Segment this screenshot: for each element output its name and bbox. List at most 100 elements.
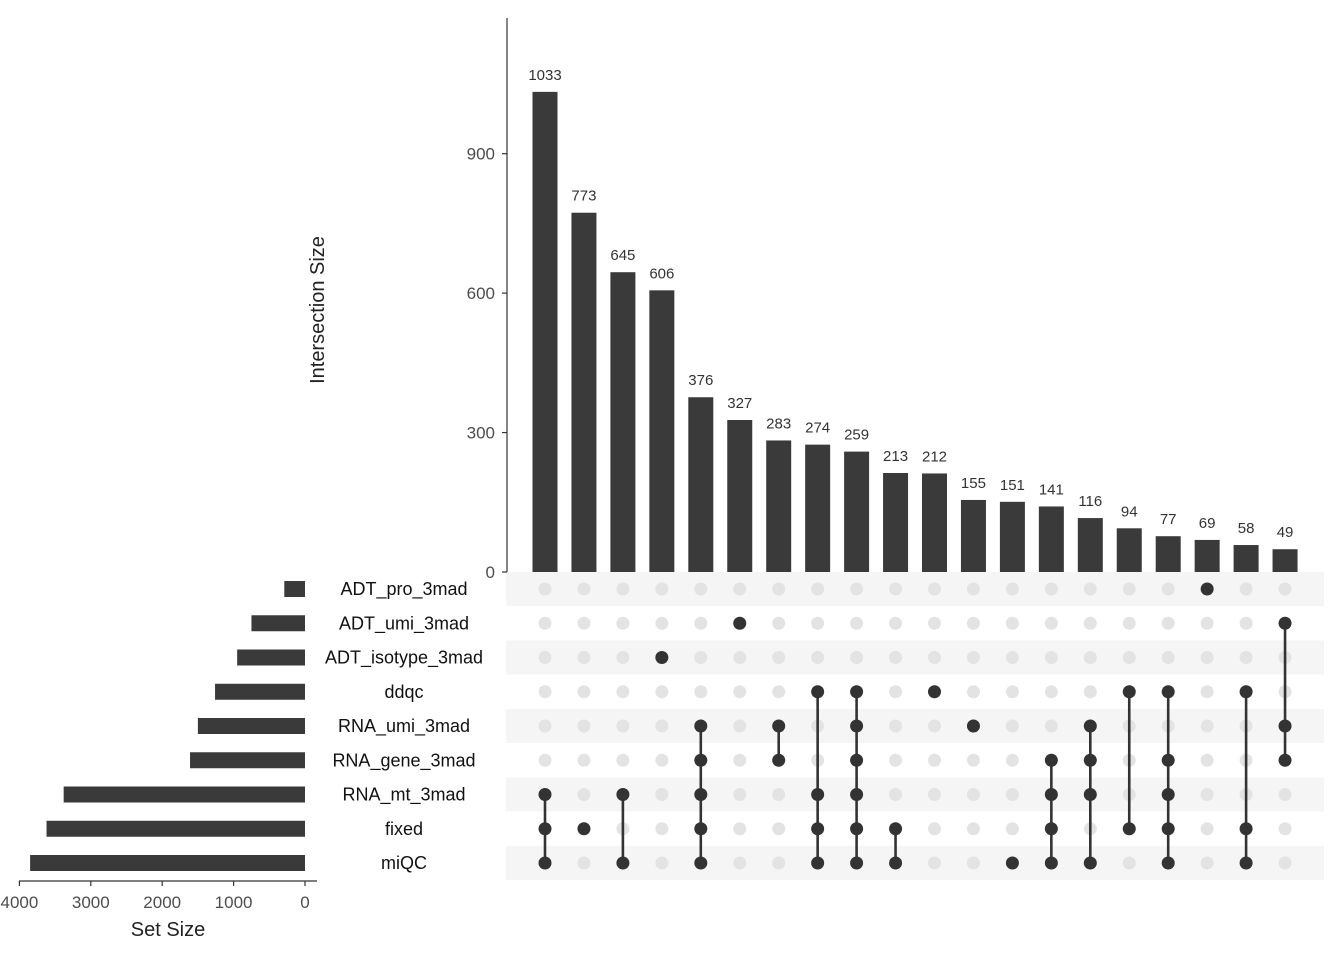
matrix-dot-empty — [1083, 651, 1097, 664]
matrix-dot-filled — [1044, 856, 1058, 870]
matrix-dot-empty — [1200, 788, 1214, 801]
matrix-dot-filled — [1044, 822, 1058, 836]
matrix-dot-empty — [1122, 616, 1136, 630]
intersection-axis-tick-label: 0 — [486, 563, 495, 582]
matrix-dot-empty — [1239, 616, 1253, 630]
matrix-dot-empty — [733, 685, 747, 699]
intersection-bar — [844, 451, 870, 572]
set-size-axis-tick-label: 1000 — [215, 893, 253, 912]
matrix-dot-empty — [966, 651, 980, 664]
matrix-dot-filled — [694, 856, 708, 870]
matrix-dot-empty — [1005, 582, 1019, 596]
intersection-bar — [960, 499, 986, 572]
matrix-dot-empty — [538, 582, 552, 596]
matrix-dot-filled — [655, 651, 669, 664]
set-name-label: ADT_pro_3mad — [340, 579, 467, 600]
intersection-bar — [883, 472, 909, 572]
matrix-dot-filled — [1122, 685, 1136, 699]
matrix-dot-filled — [1161, 685, 1175, 699]
matrix-dot-empty — [1005, 616, 1019, 630]
matrix-dot-empty — [655, 719, 669, 733]
matrix-dot-empty — [1200, 856, 1214, 870]
matrix-dot-filled — [1161, 856, 1175, 870]
matrix-dot-filled — [694, 753, 708, 767]
matrix-stripe — [506, 709, 1324, 743]
intersection-bar-labels: 1033 773 645 606 376 327 283 274 259 213 212 155 151… — [528, 67, 1293, 541]
matrix-dot-empty — [1005, 651, 1019, 664]
matrix-dot-empty — [616, 753, 630, 767]
set-size-axis-ticks: 4000 3000 2000 1000 0 — [0, 881, 310, 912]
matrix-dot-filled — [811, 856, 825, 870]
matrix-dot-empty — [1161, 651, 1175, 664]
matrix-dot-empty — [928, 856, 941, 870]
matrix-dot-empty — [1005, 788, 1019, 801]
matrix-dot-filled — [811, 685, 825, 699]
matrix-dot-filled — [616, 788, 630, 801]
matrix-dot-empty — [733, 788, 747, 801]
matrix-dot-empty — [772, 651, 786, 664]
intersection-matrix — [538, 582, 1292, 870]
matrix-dot-filled — [889, 856, 903, 870]
matrix-dot-empty — [1083, 582, 1097, 596]
matrix-dot-empty — [1278, 582, 1292, 596]
matrix-dot-filled — [538, 788, 552, 801]
matrix-dot-filled — [1122, 822, 1136, 836]
set-name-label: fixed — [385, 819, 423, 839]
intersection-bar-label: 259 — [844, 427, 869, 444]
matrix-dot-empty — [850, 616, 864, 630]
set-size-bar — [237, 649, 305, 666]
matrix-dot-filled — [1161, 753, 1175, 767]
matrix-dot-empty — [772, 788, 786, 801]
matrix-dot-empty — [1044, 651, 1058, 664]
matrix-dot-filled — [733, 616, 747, 630]
matrix-dot-empty — [1278, 856, 1292, 870]
intersection-axis-title: Intersection Size — [307, 236, 329, 384]
set-size-axis-tick-label: 3000 — [72, 893, 110, 912]
matrix-dot-empty — [616, 719, 630, 733]
matrix-dot-filled — [616, 856, 630, 870]
intersection-bar — [727, 420, 753, 572]
matrix-dot-empty — [733, 753, 747, 767]
matrix-dot-empty — [1278, 788, 1292, 801]
matrix-dot-empty — [655, 822, 669, 836]
matrix-dot-empty — [616, 651, 630, 664]
matrix-dot-empty — [1200, 651, 1214, 664]
intersection-bar-label: 1033 — [528, 67, 561, 84]
matrix-dot-filled — [850, 685, 864, 699]
matrix-dot-filled — [1239, 685, 1253, 699]
matrix-dot-empty — [1044, 719, 1058, 733]
matrix-dot-empty — [655, 685, 669, 699]
set-name-label: ADT_isotype_3mad — [325, 648, 483, 669]
matrix-dot-filled — [966, 719, 980, 733]
matrix-dot-empty — [616, 685, 630, 699]
intersection-axis-tick-label: 300 — [467, 424, 495, 443]
matrix-dot-empty — [850, 651, 864, 664]
matrix-dot-empty — [772, 582, 786, 596]
matrix-dot-filled — [1161, 822, 1175, 836]
matrix-dot-empty — [1200, 685, 1214, 699]
matrix-dot-filled — [1239, 856, 1253, 870]
intersection-size-axis: 0 300 600 900 Intersection Size — [307, 18, 508, 582]
set-size-axis-tick-label: 4000 — [0, 893, 38, 912]
matrix-dot-filled — [850, 856, 864, 870]
matrix-dot-empty — [966, 685, 980, 699]
matrix-dot-empty — [889, 651, 903, 664]
intersection-bar-label: 58 — [1238, 520, 1255, 537]
intersection-bar-label: 376 — [688, 372, 713, 389]
matrix-dot-empty — [811, 582, 825, 596]
intersection-axis-tick-label: 600 — [467, 284, 495, 303]
matrix-dot-empty — [889, 788, 903, 801]
matrix-dot-empty — [1044, 582, 1058, 596]
matrix-dot-empty — [655, 856, 669, 870]
matrix-dot-empty — [1083, 685, 1097, 699]
intersection-axis-ticks: 0 300 600 900 — [467, 145, 507, 582]
matrix-dot-empty — [850, 582, 864, 596]
matrix-dot-empty — [616, 582, 630, 596]
intersection-bar-label: 49 — [1277, 524, 1294, 541]
matrix-stripes — [506, 572, 1324, 880]
matrix-dot-empty — [694, 685, 708, 699]
matrix-dot-empty — [1044, 616, 1058, 630]
matrix-dot-filled — [1083, 788, 1097, 801]
intersection-bar-label: 327 — [727, 395, 752, 412]
matrix-dot-filled — [811, 788, 825, 801]
